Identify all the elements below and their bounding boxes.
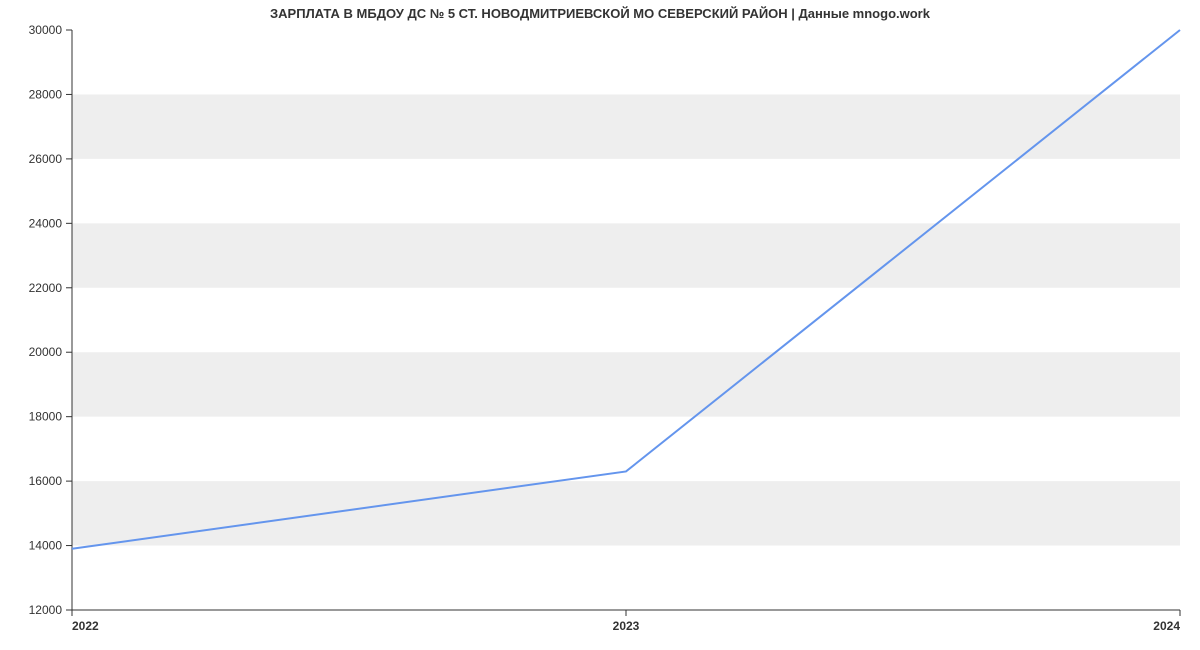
y-tick-label: 16000 xyxy=(29,474,63,488)
y-tick-label: 24000 xyxy=(29,216,63,230)
salary-line-chart: ЗАРПЛАТА В МБДОУ ДС № 5 СТ. НОВОДМИТРИЕВ… xyxy=(0,0,1200,650)
grid-band xyxy=(72,94,1180,158)
y-tick-label: 20000 xyxy=(29,345,63,359)
chart-title: ЗАРПЛАТА В МБДОУ ДС № 5 СТ. НОВОДМИТРИЕВ… xyxy=(0,6,1200,21)
grid-band xyxy=(72,481,1180,545)
y-tick-label: 22000 xyxy=(29,281,63,295)
grid-band xyxy=(72,352,1180,416)
x-tick-label: 2024 xyxy=(1153,619,1180,633)
y-tick-label: 30000 xyxy=(29,23,63,37)
y-tick-label: 26000 xyxy=(29,152,63,166)
y-tick-label: 28000 xyxy=(29,87,63,101)
x-tick-label: 2023 xyxy=(613,619,640,633)
y-tick-label: 12000 xyxy=(29,603,63,617)
x-tick-label: 2022 xyxy=(72,619,99,633)
y-tick-label: 14000 xyxy=(29,539,63,553)
grid-band xyxy=(72,223,1180,287)
y-tick-label: 18000 xyxy=(29,410,63,424)
chart-svg: 12000 14000 16000 18000 20000 22000 24000 26000… xyxy=(0,0,1200,650)
